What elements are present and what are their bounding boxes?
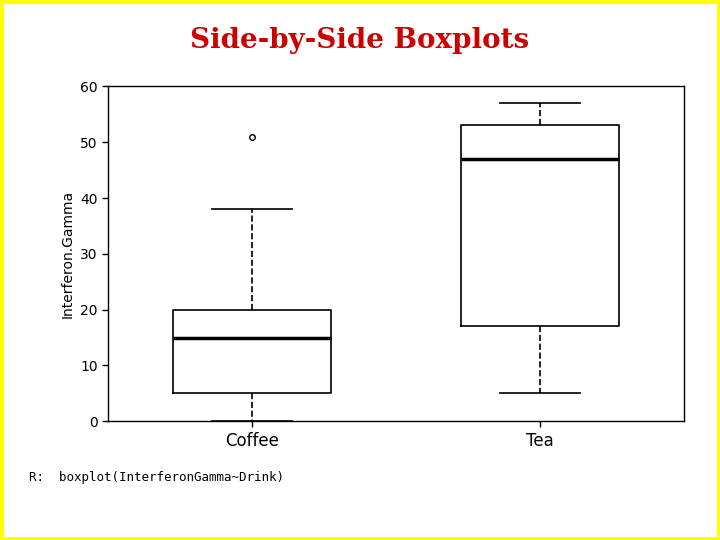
Text: Side-by-Side Boxplots: Side-by-Side Boxplots (190, 27, 530, 54)
Y-axis label: Interferon.Gamma: Interferon.Gamma (60, 190, 74, 318)
Text: Lock⁵: Lock⁵ (667, 514, 709, 528)
Text: R:  boxplot(InterferonGamma~Drink): R: boxplot(InterferonGamma~Drink) (29, 471, 284, 484)
Text: Statistics: Unlocking the Power of Data: Statistics: Unlocking the Power of Data (11, 514, 319, 528)
